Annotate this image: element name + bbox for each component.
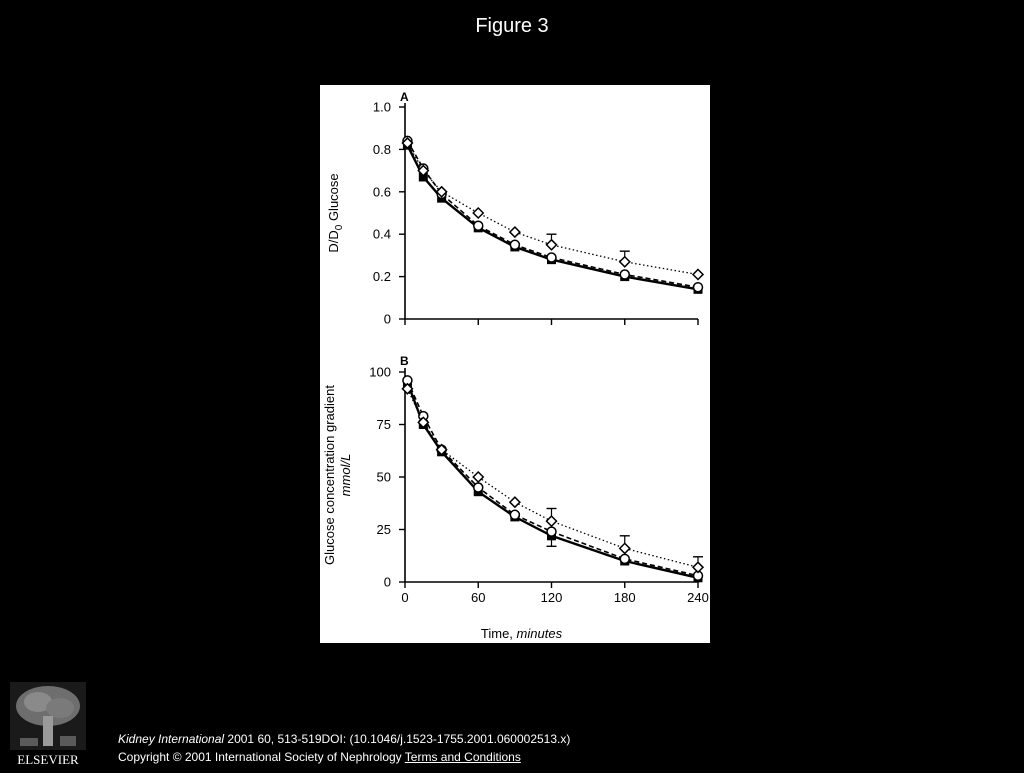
x-tick-label: 120: [541, 590, 563, 605]
y-tick-label: 0: [384, 312, 391, 327]
data-point-diamond: [618, 542, 631, 555]
data-point-circle: [473, 220, 484, 231]
panel-label: B: [400, 354, 409, 368]
citation-line: Kidney International 2001 60, 513-519DOI…: [118, 730, 570, 748]
y-tick-label: 0.6: [373, 184, 391, 199]
page-title: Figure 3: [475, 15, 549, 37]
data-point-circle: [546, 252, 557, 263]
chart-panel-b: B 0 25 50 75 100 0 60 120 180 240 Glucose concentra…: [322, 354, 709, 641]
data-point-diamond: [545, 238, 558, 251]
copyright-text: Copyright © 2001 International Society o…: [118, 750, 405, 764]
y-tick-label: 0.2: [373, 269, 391, 284]
panel-label: A: [400, 90, 409, 104]
journal-name: Kidney International: [118, 732, 225, 746]
figure-chart: A 0 0.2 0.4 0.6 0.8 1.0 D/D0 Glucose B 0 25 50 75 10…: [322, 90, 709, 641]
data-point-diamond: [435, 185, 448, 198]
data-point-circle: [546, 526, 557, 537]
data-point-diamond: [417, 164, 430, 177]
data-point-circle: [509, 509, 521, 521]
y-axis-label: Glucose concentration gradient: [322, 385, 337, 565]
tree-icon: [10, 682, 86, 750]
data-point-diamond: [691, 268, 705, 281]
data-point-square: [418, 172, 428, 182]
data-point-circle: [619, 553, 630, 565]
terms-link[interactable]: Terms and Conditions: [404, 750, 521, 764]
data-point-diamond: [545, 515, 558, 528]
series-line-solid: [406, 144, 699, 291]
y-tick-label: 50: [377, 470, 391, 485]
x-tick-label: 60: [471, 590, 485, 605]
data-point-diamond: [472, 470, 485, 484]
y-tick-label: 0.4: [373, 227, 391, 242]
x-tick-label: 180: [614, 590, 636, 605]
y-tick-label: 0: [384, 575, 391, 590]
data-point-circle: [692, 281, 704, 293]
data-point-diamond: [508, 226, 521, 239]
series-line-dotted: [406, 388, 699, 568]
y-tick-label: 100: [369, 365, 391, 380]
copyright-line: Copyright © 2001 International Society o…: [118, 748, 570, 766]
x-tick-label: 0: [401, 590, 408, 605]
chart-panel-a: A 0 0.2 0.4 0.6 0.8 1.0 D/D0 Glucose: [326, 90, 705, 327]
figure-panel: A 0 0.2 0.4 0.6 0.8 1.0 D/D0 Glucose B 0 25 50 75 10…: [320, 85, 710, 643]
y-axis-unit: mmol/L: [338, 454, 353, 497]
citation-block: Kidney International 2001 60, 513-519DOI…: [118, 730, 570, 766]
data-point-circle: [473, 482, 484, 493]
x-tick-label: 240: [687, 590, 709, 605]
series-line-dotted: [406, 142, 699, 276]
y-tick-label: 1.0: [373, 100, 391, 115]
citation-details: 2001 60, 513-519DOI: (10.1046/j.1523-175…: [224, 732, 571, 746]
data-point-diamond: [472, 206, 485, 220]
y-axis-label: D/D0 Glucose: [326, 173, 345, 252]
data-point-diamond: [401, 136, 414, 150]
elsevier-logo[interactable]: ELSEVIER: [8, 680, 88, 768]
data-point-circle: [509, 239, 521, 251]
data-point-circle: [619, 269, 630, 280]
x-axis-label: Time, minutes: [481, 626, 563, 641]
y-tick-label: 0.8: [373, 142, 391, 157]
series-line-dashed: [406, 380, 699, 577]
data-point-diamond: [618, 255, 631, 268]
y-tick-label: 75: [377, 417, 391, 432]
data-point-diamond: [401, 382, 414, 395]
data-point-diamond: [417, 416, 430, 429]
y-tick-label: 25: [377, 522, 391, 537]
data-point-diamond: [508, 496, 521, 509]
data-point-diamond: [435, 443, 448, 456]
series-line-dashed: [406, 140, 699, 288]
logo-wordmark: ELSEVIER: [17, 752, 79, 767]
series-line-solid: [406, 382, 699, 579]
data-point-diamond: [691, 561, 705, 574]
